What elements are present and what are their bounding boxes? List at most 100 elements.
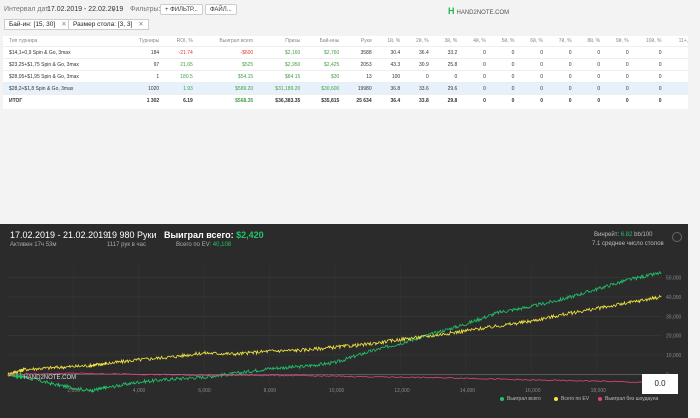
table-cell: 36.4 [403, 46, 432, 59]
table-cell: $30,600 [303, 82, 343, 95]
column-header[interactable]: 6й, % [530, 38, 543, 44]
table-cell: $28,2+$1,8 Spin & Go, 3max [3, 82, 123, 95]
table-header: Тип турнира Турниры ROI, % Выиграл всего При… [3, 36, 697, 47]
table-row[interactable]: $28,2+$1,8 Spin & Go, 3max 1020 1.93 $589.2… [3, 82, 697, 95]
table-cell: 0 [460, 70, 489, 83]
column-header[interactable]: Призы [285, 38, 301, 44]
table-cell: 0 [460, 58, 489, 71]
table-cell: 0 [488, 94, 518, 106]
column-header[interactable]: Руки [360, 38, 372, 44]
table-cell: $31,189.20 [256, 82, 304, 95]
y-tick-label: 10,000 [666, 353, 682, 359]
table-cell: $30 [303, 70, 343, 83]
column-header[interactable]: 10й, % [645, 38, 662, 44]
table-cell: $84.15 [256, 70, 304, 83]
table-cell: 0 [546, 58, 575, 71]
column-header[interactable]: 8й, % [587, 38, 601, 44]
scrollbar[interactable] [688, 0, 700, 418]
table-row[interactable]: $14,1+0,9 Spin & Go, 3max 184 -21.74 -$600 $… [3, 46, 697, 59]
interval-value[interactable]: 17.02.2019 - 22.02.2019 [47, 6, 124, 13]
table-cell: 1.93 [162, 82, 196, 95]
table-row[interactable]: $28,05+$1,95 Spin & Go, 3max 1 180.5 $54.15… [3, 70, 697, 83]
won-total: Выиграл всего: $2,420 [164, 230, 264, 240]
table-cell: 19980 [342, 82, 375, 95]
column-header[interactable]: 7й, % [558, 38, 572, 44]
hands-badge[interactable]: 0.0 [642, 374, 678, 394]
table-cell: 36.8 [374, 82, 404, 95]
column-header[interactable]: 5й, % [501, 38, 515, 44]
column-header[interactable]: 3й, % [444, 38, 458, 44]
table-cell: $568.35 [195, 94, 257, 106]
line-chart: 50,00040,00030,00020,00010,00002,0004,00… [7, 266, 682, 394]
legend-ev[interactable]: Всего по EV [554, 396, 589, 402]
chevron-down-icon[interactable]: ▾ [112, 7, 116, 14]
logo: H HAND2NOTE.COM [448, 6, 510, 16]
chip-table-size[interactable]: Размер стола: [3, 3] ✕ [68, 19, 149, 30]
table-cell: 0 [546, 70, 575, 83]
settings-icon[interactable] [672, 232, 682, 242]
table-cell: 0 [460, 82, 489, 95]
x-tick-label: 8,000 [264, 388, 277, 394]
table-cell: $28,05+$1,95 Spin & Go, 3max [3, 70, 123, 83]
table-cell: 0 [631, 70, 665, 83]
table-cell: 30.9 [403, 58, 432, 71]
table-cell: $2,425 [303, 58, 343, 71]
column-header[interactable]: Бай-ины [319, 38, 340, 44]
column-header[interactable]: Выиграл всего [219, 38, 254, 44]
active-time: Активен 17ч 53м [10, 242, 57, 248]
table-cell: $2,760 [303, 46, 343, 59]
logo-icon: H [448, 6, 455, 16]
y-tick-label: 40,000 [666, 295, 682, 301]
table-cell: 0 [631, 82, 665, 95]
add-filter-button[interactable]: + ФИЛЬТР... [160, 4, 203, 15]
table-cell: 3588 [342, 46, 375, 59]
x-tick-label: 2,000 [67, 388, 80, 394]
table-cell: 0 [574, 82, 604, 95]
stats-table: Тип турнира Турниры ROI, % Выиграл всего При… [3, 36, 697, 109]
table-cell: 33.8 [403, 94, 432, 106]
chart-range: 17.02.2019 - 21.02.2019 [10, 230, 109, 240]
column-header[interactable]: 1й, % [387, 38, 401, 44]
legend-nonsd[interactable]: Выиграл без шоудауна [598, 396, 658, 402]
close-icon[interactable]: ✕ [138, 21, 144, 28]
legend-won[interactable]: Выиграл всего [500, 396, 541, 402]
table-cell: 0 [517, 70, 546, 83]
table-cell: 0 [403, 70, 432, 83]
table-cell: 180.5 [162, 70, 196, 83]
table-row[interactable]: $23,25+$1,75 Spin & Go, 3max 97 21.65 $525 $… [3, 58, 697, 71]
table-cell: 0 [574, 58, 604, 71]
table-cell: 0 [517, 46, 546, 59]
table-cell: 0 [431, 70, 461, 83]
table-cell: 0 [631, 58, 665, 71]
column-header[interactable]: 11+, % [678, 38, 694, 44]
column-header[interactable]: Тип турнира [9, 38, 38, 44]
table-cell: 184 [122, 46, 163, 59]
table-cell: 43.3 [374, 58, 404, 71]
chart-logo: H HAND2NOTE.COM [16, 372, 77, 381]
table-cell: $14,1+0,9 Spin & Go, 3max [3, 46, 123, 59]
ev-total: Всего по EV: 40,108 [176, 242, 232, 248]
table-cell: 25.8 [431, 58, 461, 71]
table-cell: 25 634 [342, 94, 375, 106]
column-header[interactable]: 2й, % [415, 38, 429, 44]
chip-buyin[interactable]: Бай-ин: [15, 30] ✕ [4, 19, 72, 30]
table-cell: 0 [546, 82, 575, 95]
table-cell: $36,383.35 [256, 94, 304, 106]
x-tick-label: 12,000 [394, 388, 410, 394]
column-header[interactable]: 4й, % [473, 38, 486, 44]
file-button[interactable]: ФАЙЛ... [205, 4, 237, 15]
table-cell: 0 [631, 46, 665, 59]
column-header[interactable]: Турниры [139, 38, 160, 44]
column-header[interactable]: ROI, % [176, 38, 193, 44]
table-cell: $23,25+$1,75 Spin & Go, 3max [3, 58, 123, 71]
column-header[interactable]: 9й, % [615, 38, 629, 44]
logo-icon: H [16, 372, 22, 381]
series-line-0 [8, 270, 662, 394]
table-cell: 0 [546, 46, 575, 59]
table-total-row[interactable]: ИТОГ 1 302 6.19 $568.35 $36,383.35 $35,815 25 … [3, 94, 697, 106]
close-icon[interactable]: ✕ [61, 21, 67, 28]
table-cell: ИТОГ [3, 94, 123, 106]
table-cell: $589.20 [195, 82, 257, 95]
table-cell: 0 [517, 82, 546, 95]
table-cell: 1 302 [122, 94, 163, 106]
